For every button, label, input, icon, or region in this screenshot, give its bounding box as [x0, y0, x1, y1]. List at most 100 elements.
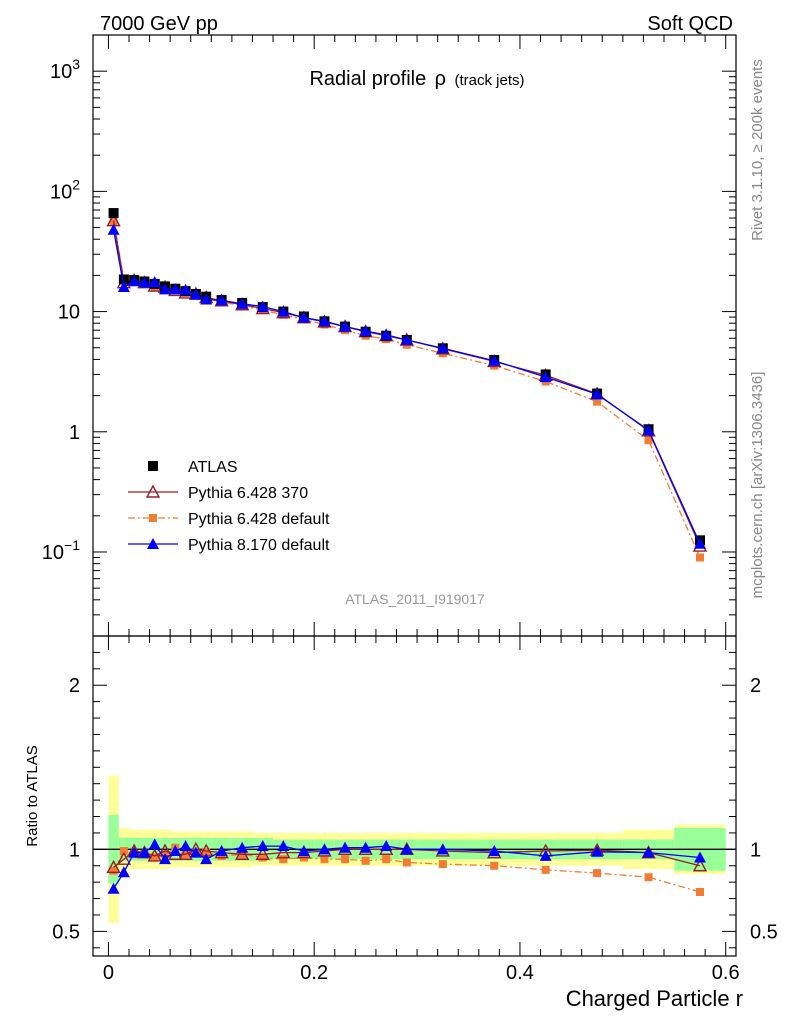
ratio-point-p6_default	[119, 846, 128, 855]
main-y-tick-label: 103	[50, 56, 80, 83]
ratio-point-p6_default	[402, 858, 411, 867]
ratio-point-p6_370	[255, 846, 270, 860]
main-point-p8_default	[539, 371, 552, 383]
ratio-point-p8_default	[148, 838, 161, 850]
main-point-p8_default	[380, 328, 393, 340]
main-line-p6_default	[112, 221, 701, 558]
legend-item-p6_default: Pythia 6.428 default	[128, 511, 330, 528]
ratio-point-p6_370	[234, 846, 250, 860]
main-series-p6_default	[109, 217, 704, 562]
main-point-p6_default	[695, 553, 704, 562]
chart-title-symbol: ρ	[435, 68, 446, 90]
chart-title-main: Radial profile	[309, 68, 426, 90]
ratio-point-p6_370	[116, 851, 132, 865]
ratio-point-p6_default	[258, 853, 267, 862]
ratio-y-tick-label-right: 2	[750, 675, 761, 697]
ratio-y-tick-label-right: 0.5	[750, 921, 778, 943]
main-point-p8_default	[277, 305, 290, 317]
main-series-p8_default	[107, 223, 706, 549]
ratio-point-p8_default	[117, 866, 130, 878]
ratio-point-p6_370	[276, 845, 291, 859]
main-y-tick-label: 1	[69, 422, 80, 444]
ratio-y-tick-label-left: 0.5	[52, 921, 80, 943]
ratio-point-p8_default	[693, 851, 706, 863]
mcplots-label: mcplots.cern.ch [arXiv:1306.3436]	[749, 372, 766, 599]
main-point-p8_default	[179, 283, 192, 295]
main-point-p6_default	[644, 436, 653, 445]
main-point-p8_default	[107, 223, 120, 235]
ratio-point-p6_default	[150, 853, 159, 862]
x-tick-label: 0	[103, 962, 114, 984]
legend-label: Pythia 8.170 default	[188, 537, 330, 554]
main-point-p8_default	[138, 276, 151, 288]
ratio-point-p8_default	[642, 846, 655, 858]
ratio-y-tick-label-left: 1	[69, 839, 80, 861]
ratio-point-p6_default	[202, 848, 211, 857]
ratio-y-axis-label: Ratio to ATLAS	[24, 745, 41, 846]
ratio-point-p6_default	[541, 865, 550, 874]
x-tick-label: 0.2	[300, 962, 328, 984]
main-point-p8_default	[642, 424, 655, 436]
ratio-point-p6_default	[279, 855, 288, 864]
analysis-label: ATLAS_2011_I919017	[345, 591, 485, 607]
legend-item-atlas: ATLAS	[148, 459, 238, 476]
ratio-point-p8_default	[359, 841, 372, 853]
ratio-point-p8_default	[488, 844, 501, 856]
main-data-layer	[106, 208, 708, 562]
main-point-p8_default	[591, 388, 604, 400]
main-point-atlas	[118, 274, 129, 285]
rivet-version-label: Rivet 3.1.10, ≥ 200k events	[749, 59, 766, 241]
ratio-point-p6_default	[490, 861, 499, 870]
chart-title-sub: (track jets)	[455, 72, 525, 89]
main-point-p8_default	[128, 275, 141, 287]
header-left: 7000 GeV pp	[100, 13, 218, 35]
main-point-p8_default	[436, 342, 449, 354]
ratio-point-p8_default	[200, 853, 213, 865]
main-point-p6_default	[593, 397, 602, 406]
main-point-p8_default	[297, 311, 310, 323]
ratio-y-tick-label-right: 1	[750, 839, 761, 861]
main-point-p8_default	[117, 281, 130, 293]
main-point-p8_default	[400, 334, 413, 346]
ratio-point-p8_default	[318, 843, 331, 855]
ratio-point-p8_default	[128, 846, 141, 858]
ratio-point-p6_370	[178, 846, 193, 860]
ratio-line-p6_370	[113, 848, 701, 868]
legend-item-p6_370: Pythia 6.428 370	[128, 484, 308, 502]
ratio-point-p8_default	[236, 841, 249, 853]
ratio-y-tick-label-left: 2	[69, 675, 80, 697]
legend-label: Pythia 6.428 default	[188, 511, 330, 528]
ratio-point-p8_default	[256, 840, 269, 852]
ratio-point-p6_370	[692, 858, 708, 872]
main-point-p8_default	[215, 294, 228, 306]
ratio-series-p8_default	[107, 838, 706, 894]
ratio-point-p6_default	[382, 855, 391, 864]
main-point-p8_default	[200, 293, 213, 305]
ratio-point-p6_default	[644, 873, 653, 882]
legend: ATLAS Pythia 6.428 370 Pythia 6.428 defaul…	[128, 459, 330, 554]
main-y-tick-label: 10	[58, 302, 80, 324]
ratio-point-p6_default	[361, 856, 370, 865]
ratio-point-p6_370	[147, 848, 162, 862]
main-point-p8_default	[169, 283, 182, 295]
main-axis-ticks: 10−1 1 10 102 103	[42, 34, 736, 637]
ratio-point-p8_default	[107, 882, 120, 894]
legend-label: ATLAS	[188, 459, 238, 476]
ratio-point-p6_default	[320, 855, 329, 864]
ratio-panel: 0.5 0.5 1 1 2 2 0 0.2 0.4 0.6 Ratio to ATLAS Char…	[24, 635, 778, 1011]
ratio-point-p8_default	[400, 843, 413, 855]
main-point-p8_default	[359, 324, 372, 336]
main-point-p8_default	[159, 283, 172, 295]
legend-marker	[148, 461, 158, 471]
ratio-point-p6_default	[593, 869, 602, 878]
x-tick-label: 0.6	[712, 962, 740, 984]
ratio-point-p8_default	[169, 844, 182, 856]
main-point-p8_default	[488, 354, 501, 366]
main-y-tick-label: 10−1	[42, 537, 80, 564]
x-tick-label: 0.4	[506, 962, 534, 984]
ratio-point-p8_default	[436, 843, 449, 855]
ratio-point-p8_default	[339, 841, 352, 853]
ratio-point-p8_default	[297, 844, 310, 856]
ratio-point-p8_default	[591, 845, 604, 857]
ratio-point-p8_default	[189, 846, 202, 858]
